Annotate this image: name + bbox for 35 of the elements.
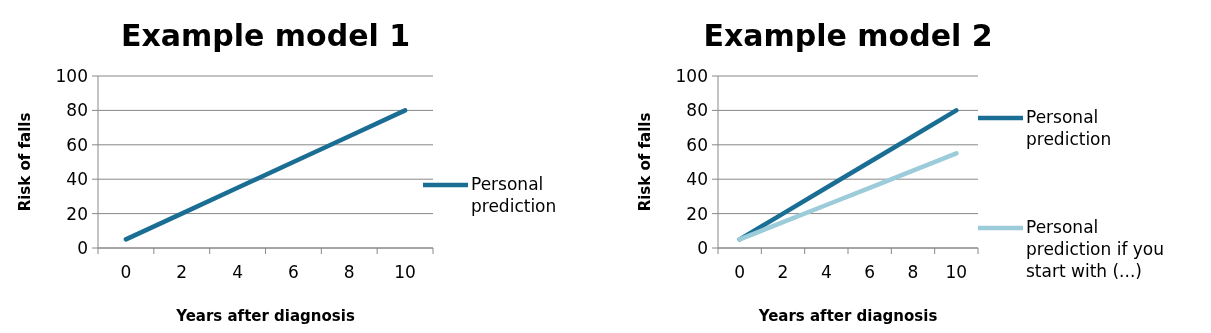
x-tick-label: 4 [820,262,832,282]
x-axis-title: Years after diagnosis [175,307,355,325]
y-tick-label: 80 [66,100,88,121]
x-tick-label: 2 [777,262,789,282]
x-tick-label: 10 [394,262,416,282]
y-tick-label: 0 [77,237,88,258]
legend-label: Personal prediction [1026,107,1112,149]
line-series [737,151,959,242]
x-tick-label: 0 [120,262,132,282]
legend-label: Personal prediction [471,174,557,216]
x-tick-label: 6 [288,262,299,282]
chart-title: Example model 1 [120,18,411,53]
chart-title: Example model 2 [703,18,993,53]
x-tick-label: 2 [176,262,188,282]
x-tick-label: 8 [343,262,355,282]
y-tick-label: 20 [686,203,708,224]
legend-label: Personal prediction if you start with (...) [1026,217,1165,281]
x-tick-label: 0 [734,262,746,282]
x-tick-label: 4 [232,262,243,282]
y-axis-title: Risk of falls [636,112,654,212]
y-tick-label: 0 [697,237,708,258]
x-tick-label: 10 [945,262,968,282]
x-tick-label: 6 [864,262,876,282]
y-tick-label: 60 [686,134,708,155]
y-tick-label: 100 [675,65,708,86]
y-tick-label: 40 [686,169,708,190]
y-tick-label: 20 [66,203,88,224]
y-tick-label: 100 [55,65,88,86]
x-axis-title: Years after diagnosis [757,307,938,325]
y-tick-label: 80 [686,100,708,121]
y-tick-label: 40 [66,169,88,190]
line-series [123,108,408,242]
y-axis-title: Risk of falls [16,112,34,212]
y-tick-label: 60 [66,134,88,155]
x-tick-label: 8 [907,262,919,282]
